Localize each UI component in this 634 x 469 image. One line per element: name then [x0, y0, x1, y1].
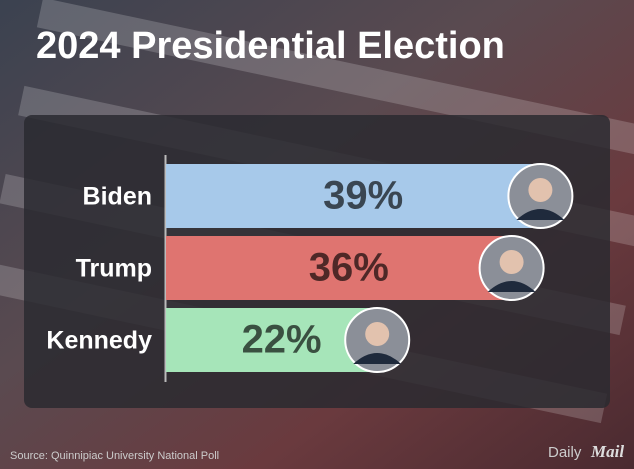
category-label: Kennedy [46, 327, 152, 355]
logo-part: Mail [590, 442, 624, 461]
chart-title: 2024 Presidential Election [36, 25, 505, 67]
bar [166, 164, 541, 228]
portrait-head [499, 250, 524, 274]
category-label: Biden [83, 183, 152, 211]
portrait-body [353, 353, 402, 364]
portrait-body [487, 281, 536, 292]
category-label: Trump [76, 255, 152, 283]
value-label: 22% [242, 318, 322, 362]
bar [166, 236, 512, 300]
source: Source: Quinnipiac University National P… [10, 450, 219, 462]
portrait-head [528, 178, 553, 202]
value-label: 39% [323, 174, 403, 218]
logo-part: Daily [548, 444, 582, 461]
value-label: 36% [309, 246, 389, 290]
portrait-head [365, 322, 390, 346]
portrait-body [516, 209, 565, 220]
bar [166, 308, 378, 372]
